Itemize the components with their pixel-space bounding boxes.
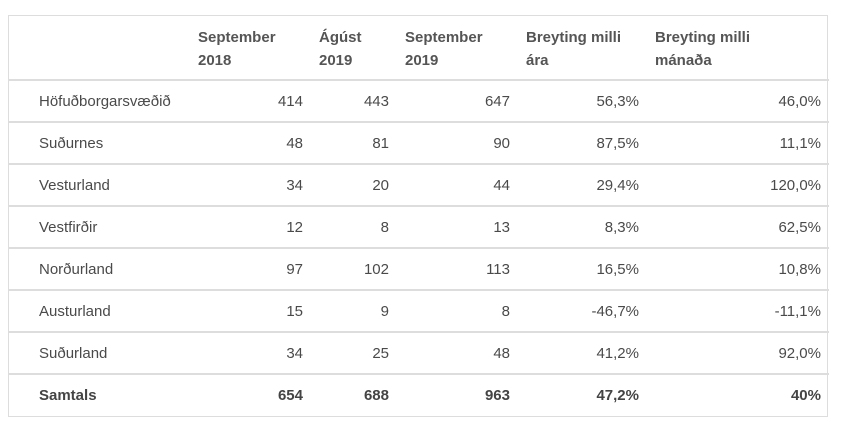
value-cell: 102 <box>311 248 397 291</box>
table-row: Austurland 15 9 8 -46,7% -11,1% <box>9 290 829 333</box>
value-cell: 414 <box>190 80 311 123</box>
percent-cell: -11,1% <box>647 290 829 333</box>
total-percent-cell: 47,2% <box>596 387 639 404</box>
totals-label-cell: Samtals <box>39 387 97 404</box>
value-cell: 34 <box>190 164 311 207</box>
value-cell: 25 <box>311 332 397 375</box>
column-header-monthly-change: Breyting milli mánaða <box>647 16 829 81</box>
percent-cell: 16,5% <box>518 248 647 291</box>
total-value-cell: 654 <box>277 387 303 404</box>
header-line: Ágúst <box>319 29 362 46</box>
total-percent-cell: 40% <box>790 387 821 404</box>
percent-cell: 11,1% <box>647 122 829 165</box>
region-cell: Vestfirðir <box>9 206 190 249</box>
table-row: Suðurland 34 25 48 41,2% 92,0% <box>9 332 829 375</box>
percent-cell: 10,8% <box>647 248 829 291</box>
total-value-cell: 963 <box>484 387 510 404</box>
percent-cell: 87,5% <box>518 122 647 165</box>
region-cell: Austurland <box>9 290 190 333</box>
percent-cell: 8,3% <box>518 206 647 249</box>
header-line: ára <box>526 52 549 69</box>
totals-row: Samtals 654 688 963 47,2% 40% <box>9 374 829 416</box>
value-cell: 81 <box>311 122 397 165</box>
region-cell: Vesturland <box>9 164 190 207</box>
percent-cell: 92,0% <box>647 332 829 375</box>
column-header-yearly-change: Breyting milli ára <box>518 16 647 81</box>
value-cell: 9 <box>311 290 397 333</box>
value-cell: 97 <box>190 248 311 291</box>
table-body: Höfuðborgarsvæðið 414 443 647 56,3% 46,0… <box>9 80 829 416</box>
header-line: September <box>405 29 483 46</box>
value-cell: 48 <box>190 122 311 165</box>
value-cell: 44 <box>397 164 518 207</box>
table-row: Vesturland 34 20 44 29,4% 120,0% <box>9 164 829 207</box>
column-header-aug-2019: Ágúst 2019 <box>311 16 397 81</box>
header-line: 2018 <box>198 52 232 69</box>
value-cell: 34 <box>190 332 311 375</box>
header-line: September <box>198 29 276 46</box>
value-cell: 20 <box>311 164 397 207</box>
value-cell: 90 <box>397 122 518 165</box>
region-cell: Höfuðborgarsvæðið <box>9 80 190 123</box>
data-table-container: September 2018 Ágúst 2019 September 2019 Br… <box>8 15 829 417</box>
region-cell: Suðurnes <box>9 122 190 165</box>
table-header: September 2018 Ágúst 2019 September 2019 Br… <box>9 16 829 81</box>
percent-cell: 29,4% <box>518 164 647 207</box>
table-row: Suðurnes 48 81 90 87,5% 11,1% <box>9 122 829 165</box>
percent-cell: 56,3% <box>518 80 647 123</box>
column-header-sep-2019: September 2019 <box>397 16 518 81</box>
value-cell: 13 <box>397 206 518 249</box>
column-header-region <box>9 16 190 81</box>
header-line: Breyting milli <box>526 29 622 46</box>
value-cell: 8 <box>397 290 518 333</box>
header-line: 2019 <box>319 52 353 69</box>
percent-cell: 120,0% <box>647 164 829 207</box>
percent-cell: 46,0% <box>647 80 829 123</box>
value-cell: 8 <box>311 206 397 249</box>
value-cell: 647 <box>397 80 518 123</box>
column-header-sep-2018: September 2018 <box>190 16 311 81</box>
header-row: September 2018 Ágúst 2019 September 2019 Br… <box>9 16 829 81</box>
value-cell: 12 <box>190 206 311 249</box>
value-cell: 15 <box>190 290 311 333</box>
header-line: 2019 <box>405 52 439 69</box>
data-table: September 2018 Ágúst 2019 September 2019 Br… <box>9 16 829 416</box>
header-line: mánaða <box>655 52 712 69</box>
percent-cell: 62,5% <box>647 206 829 249</box>
region-cell: Norðurland <box>9 248 190 291</box>
value-cell: 443 <box>311 80 397 123</box>
table-row: Norðurland 97 102 113 16,5% 10,8% <box>9 248 829 291</box>
table-row: Vestfirðir 12 8 13 8,3% 62,5% <box>9 206 829 249</box>
value-cell: 48 <box>397 332 518 375</box>
percent-cell: 41,2% <box>518 332 647 375</box>
table-row: Höfuðborgarsvæðið 414 443 647 56,3% 46,0… <box>9 80 829 123</box>
region-cell: Suðurland <box>9 332 190 375</box>
value-cell: 113 <box>397 248 518 291</box>
percent-cell: -46,7% <box>518 290 647 333</box>
header-line: Breyting milli <box>655 29 751 46</box>
total-value-cell: 688 <box>363 387 389 404</box>
